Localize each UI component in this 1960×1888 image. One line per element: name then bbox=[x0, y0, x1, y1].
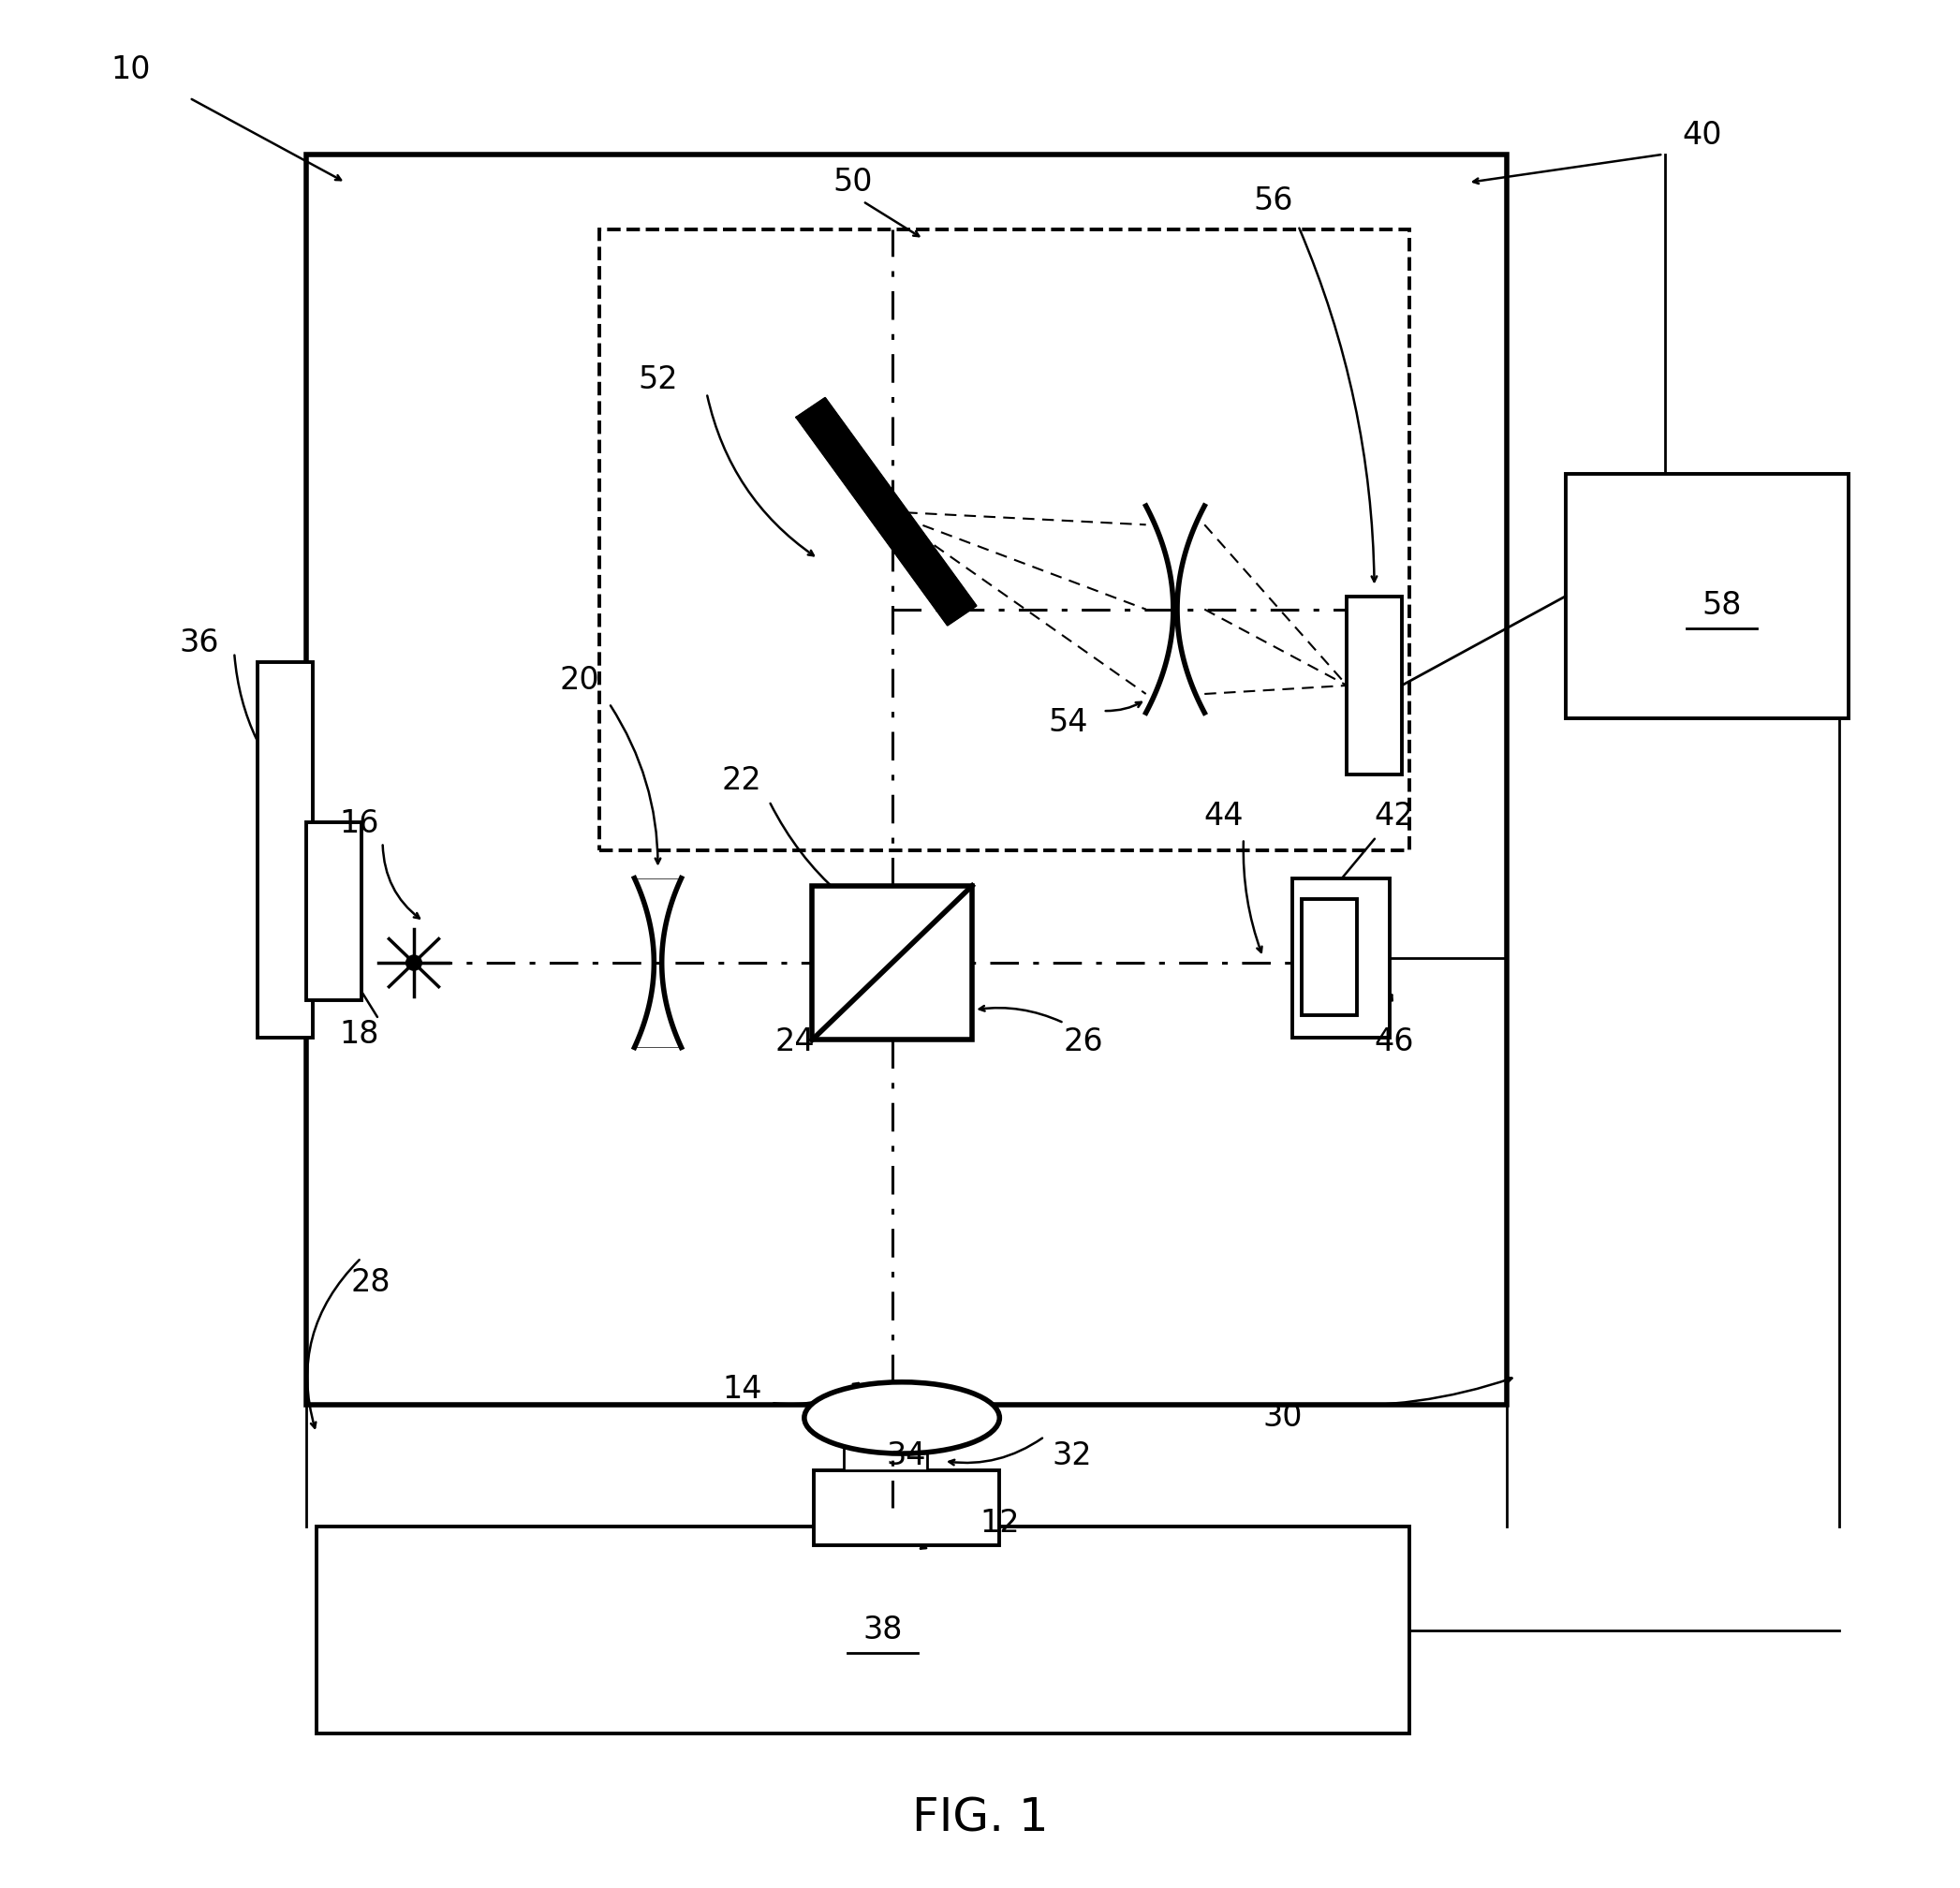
Text: 58: 58 bbox=[1701, 591, 1742, 621]
Text: 24: 24 bbox=[774, 1027, 815, 1057]
Text: 50: 50 bbox=[833, 166, 872, 198]
Text: 12: 12 bbox=[980, 1509, 1019, 1539]
Text: 20: 20 bbox=[561, 665, 600, 697]
Text: 26: 26 bbox=[1064, 1027, 1103, 1057]
Text: 56: 56 bbox=[1252, 185, 1294, 217]
Text: FIG. 1: FIG. 1 bbox=[911, 1795, 1049, 1841]
Bar bbox=[813, 1471, 1000, 1546]
Bar bbox=[257, 663, 312, 1038]
Bar bbox=[306, 155, 1507, 1405]
Text: 44: 44 bbox=[1203, 801, 1245, 831]
Circle shape bbox=[406, 955, 421, 970]
Text: 34: 34 bbox=[886, 1441, 925, 1471]
Bar bbox=[306, 821, 361, 1001]
Text: 38: 38 bbox=[862, 1614, 902, 1646]
Text: 16: 16 bbox=[339, 808, 378, 838]
Text: 22: 22 bbox=[721, 765, 762, 797]
Bar bbox=[600, 230, 1409, 850]
Text: 36: 36 bbox=[178, 627, 220, 659]
Text: 42: 42 bbox=[1374, 801, 1413, 831]
Bar bbox=[316, 1527, 1409, 1733]
Bar bbox=[1566, 474, 1848, 717]
Bar bbox=[1292, 878, 1390, 1038]
Ellipse shape bbox=[804, 1382, 1000, 1454]
Text: 28: 28 bbox=[351, 1267, 390, 1297]
Bar bbox=[843, 1433, 927, 1471]
Text: 52: 52 bbox=[637, 364, 678, 395]
Text: 30: 30 bbox=[1262, 1403, 1303, 1433]
Polygon shape bbox=[796, 398, 976, 625]
Text: 54: 54 bbox=[1049, 706, 1088, 738]
Text: 40: 40 bbox=[1682, 121, 1723, 151]
Text: 46: 46 bbox=[1374, 1027, 1413, 1057]
Bar bbox=[1301, 899, 1356, 1016]
Bar bbox=[1347, 597, 1401, 774]
Bar bbox=[811, 885, 972, 1040]
Text: 14: 14 bbox=[721, 1374, 762, 1405]
Text: 10: 10 bbox=[112, 55, 151, 85]
Text: 18: 18 bbox=[339, 1020, 378, 1050]
Text: 32: 32 bbox=[1053, 1441, 1092, 1471]
